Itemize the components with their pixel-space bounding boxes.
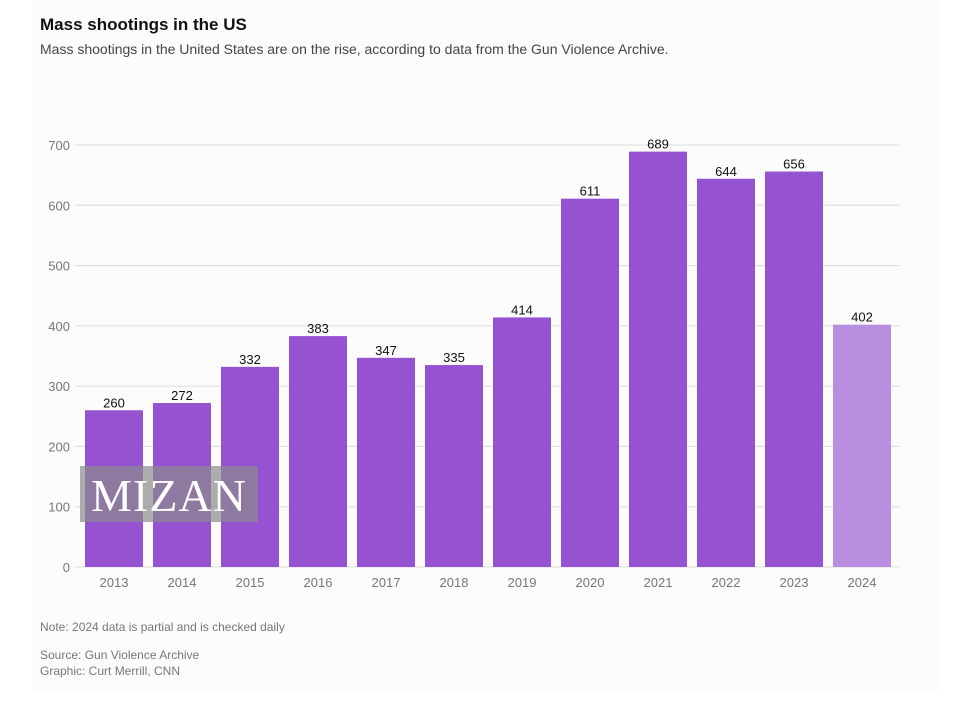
x-tick-label: 2023 (780, 575, 809, 590)
y-tick-label: 600 (48, 198, 70, 213)
x-tick-label: 2024 (848, 575, 877, 590)
chart-source: Source: Gun Violence Archive (40, 648, 200, 662)
bar-2019 (493, 317, 551, 567)
x-tick-label: 2018 (440, 575, 469, 590)
y-tick-label: 300 (48, 379, 70, 394)
watermark-logo: MIZAN (91, 470, 247, 521)
data-label-2018: 335 (443, 350, 465, 365)
bar-2016 (289, 336, 347, 567)
y-tick-label: 100 (48, 500, 70, 515)
data-label-2020: 611 (580, 184, 601, 199)
bar-2024 (833, 324, 891, 567)
x-tick-label: 2015 (236, 575, 265, 590)
x-tick-label: 2021 (644, 575, 673, 590)
data-label-2017: 347 (375, 343, 397, 358)
x-tick-label: 2016 (304, 575, 333, 590)
y-tick-label: 0 (63, 560, 70, 575)
bar-2020 (561, 198, 619, 567)
y-tick-label: 700 (48, 138, 70, 153)
x-tick-label: 2017 (372, 575, 401, 590)
chart-credit: Graphic: Curt Merrill, CNN (40, 664, 181, 678)
data-label-2016: 383 (307, 321, 329, 336)
bar-2018 (425, 365, 483, 567)
data-label-2013: 260 (103, 395, 125, 410)
x-tick-label: 2022 (712, 575, 741, 590)
watermark-box (80, 466, 258, 522)
data-label-2019: 414 (511, 302, 533, 317)
data-label-2015: 332 (239, 352, 261, 367)
y-tick-label: 400 (48, 319, 70, 334)
y-tick-label: 500 (48, 259, 70, 274)
bar-2021 (629, 151, 687, 568)
y-tick-label: 200 (48, 439, 70, 454)
data-label-2021: 689 (647, 137, 669, 152)
x-tick-label: 2019 (508, 575, 537, 590)
chart-subtitle: Mass shootings in the United States are … (40, 41, 669, 57)
bar-2017 (357, 357, 415, 567)
data-label-2022: 644 (715, 164, 737, 179)
data-label-2023: 656 (783, 157, 805, 172)
chart-note: Note: 2024 data is partial and is checke… (40, 620, 285, 634)
bar-2022 (697, 178, 755, 567)
data-label-2024: 402 (851, 310, 873, 325)
data-label-2014: 272 (171, 388, 193, 403)
x-tick-label: 2020 (576, 575, 605, 590)
bar-2023 (765, 171, 823, 568)
chart-title: Mass shootings in the US (40, 15, 247, 34)
x-tick-label: 2014 (168, 575, 197, 590)
x-tick-label: 2013 (100, 575, 129, 590)
